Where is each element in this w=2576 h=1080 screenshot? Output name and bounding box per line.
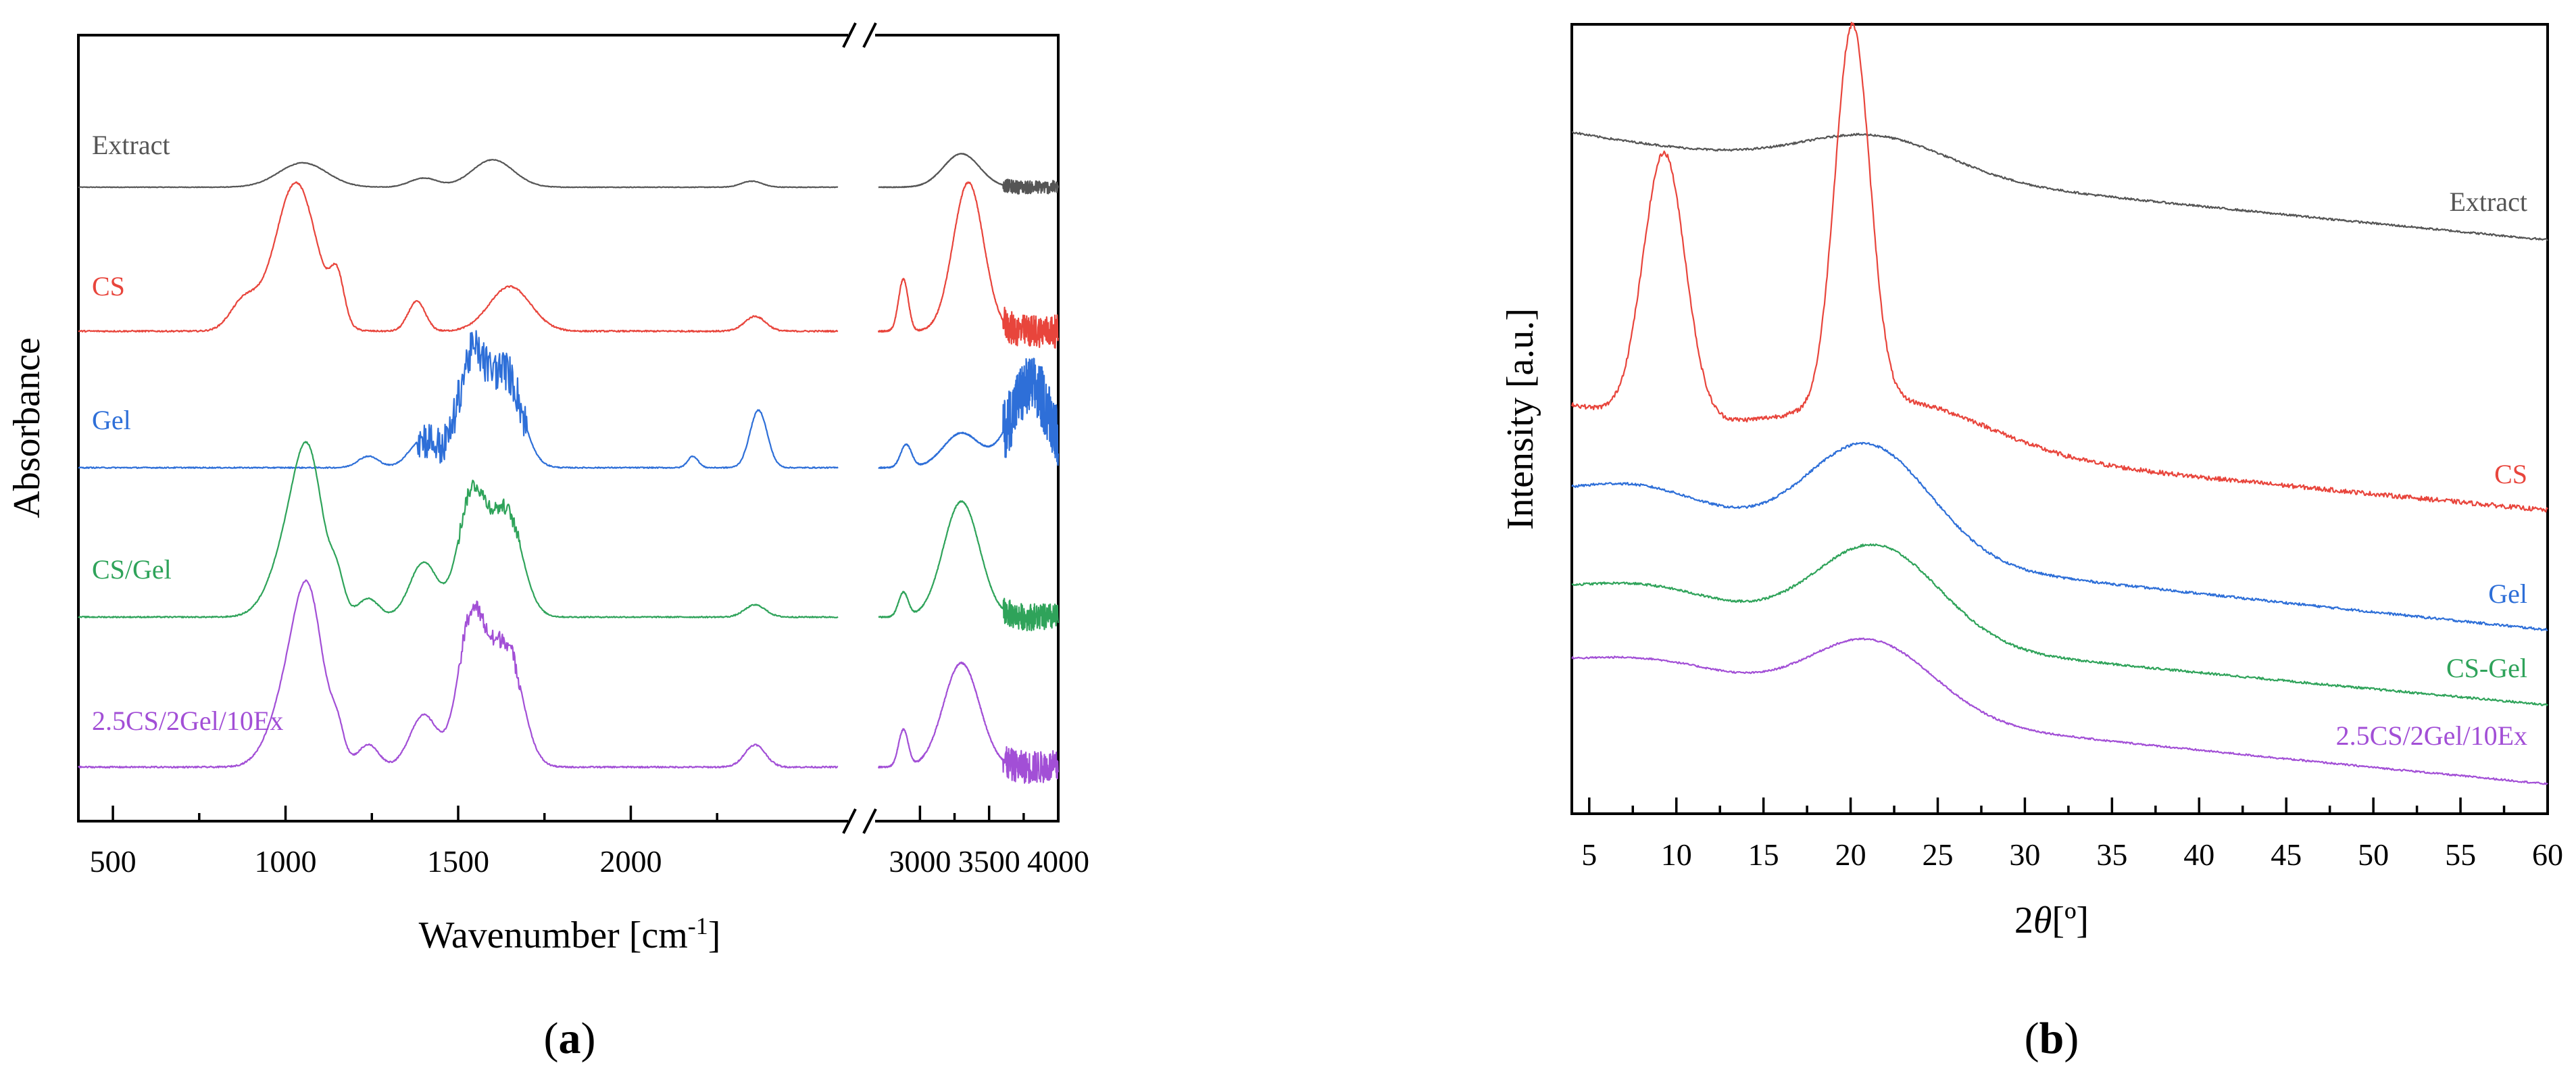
chart-b-series-label-gel: Gel bbox=[2488, 579, 2527, 609]
chart-a-series-extract-high bbox=[878, 153, 1060, 195]
chart-b-x-tick-label: 40 bbox=[2183, 837, 2214, 872]
chart-a-series-label-cs-gel: CS/Gel bbox=[92, 554, 172, 585]
panel-a-caption: (a) bbox=[544, 1014, 596, 1063]
chart-b-series-gel bbox=[1571, 441, 2548, 631]
chart-b-x-tick-labels: 5 10 15 20 25 30 35 40 45 50 55 60 bbox=[1581, 837, 2563, 872]
chart-a-x-tick-label: 4000 bbox=[1027, 844, 1089, 879]
chart-a-series-extract-low bbox=[78, 159, 839, 189]
chart-a-series-label-extract: Extract bbox=[92, 130, 170, 160]
chart-b-x-tick-label: 25 bbox=[1923, 837, 1954, 872]
chart-b-x-tick-label: 30 bbox=[2009, 837, 2040, 872]
chart-a-series-label-cs: CS bbox=[92, 271, 125, 301]
chart-a-x-ticks bbox=[112, 806, 1060, 821]
chart-a-series-2-5cs-2gel-10ex-high bbox=[877, 661, 1060, 784]
chart-b-x-tick-label: 35 bbox=[2096, 837, 2127, 872]
chart-b-series-cs-gel bbox=[1571, 543, 2548, 706]
chart-a-series-label-2-5cs-2gel-10ex: 2.5CS/2Gel/10Ex bbox=[92, 706, 283, 736]
chart-b-x-ticks bbox=[1588, 797, 2549, 814]
chart-b-xrd: 5 10 15 20 25 30 35 40 45 50 55 60 Extract CS Gel CS-G… bbox=[1500, 22, 2563, 1063]
chart-a-series-label-gel: Gel bbox=[92, 405, 131, 435]
chart-a-series-2-5cs-2gel-10ex-low bbox=[78, 579, 839, 769]
chart-a-x-tick-label: 2000 bbox=[599, 844, 662, 879]
chart-a-series-cs-gel-high bbox=[878, 500, 1060, 632]
chart-b-x-tick-label: 10 bbox=[1661, 837, 1692, 872]
chart-a-x-tick-label: 1500 bbox=[427, 844, 489, 879]
chart-b-series-cs bbox=[1570, 22, 2548, 513]
chart-b-x-tick-label: 15 bbox=[1748, 837, 1779, 872]
chart-a-series-cs-high bbox=[877, 181, 1060, 349]
chart-a-x-tick-labels: 500 1000 1500 2000 3000 3500 4000 bbox=[90, 844, 1089, 879]
chart-b-series-label-cs: CS bbox=[2494, 459, 2527, 489]
chart-b-series-2-5cs-2gel-10ex bbox=[1571, 637, 2548, 785]
chart-a-ftir: 500 1000 1500 2000 3000 3500 4000 Extract CS Gel… bbox=[6, 22, 1089, 1063]
chart-a-series-gel-low bbox=[78, 330, 839, 469]
chart-b-x-tick-label: 5 bbox=[1581, 837, 1597, 872]
chart-a-series-gel-high bbox=[878, 358, 1060, 469]
chart-a-axis-break-marks bbox=[842, 22, 877, 834]
chart-a-y-axis-label: Absorbance bbox=[6, 337, 48, 518]
chart-b-x-tick-label: 60 bbox=[2532, 837, 2563, 872]
chart-a-x-tick-label: 1000 bbox=[255, 844, 317, 879]
chart-a-spectra bbox=[78, 153, 1060, 784]
chart-b-series-label-cs-gel: CS-Gel bbox=[2446, 653, 2527, 683]
chart-b-x-tick-label: 20 bbox=[1835, 837, 1866, 872]
chart-b-x-axis-label: 2θ[º] bbox=[2014, 900, 2089, 941]
chart-b-x-tick-label: 55 bbox=[2445, 837, 2476, 872]
chart-b-series-labels: Extract CS Gel CS-Gel 2.5CS/2Gel/10Ex bbox=[2336, 187, 2527, 751]
chart-b-x-tick-label: 45 bbox=[2271, 837, 2302, 872]
chart-a-series-cs-low bbox=[78, 181, 839, 333]
chart-a-series-cs-gel-low bbox=[78, 441, 839, 618]
chart-a-x-tick-label: 3000 bbox=[889, 844, 951, 879]
chart-b-patterns bbox=[1570, 22, 2548, 785]
chart-a-x-tick-label: 500 bbox=[90, 844, 137, 879]
chart-a-series-labels: Extract CS Gel CS/Gel 2.5CS/2Gel/10Ex bbox=[92, 130, 283, 736]
chart-b-series-label-extract: Extract bbox=[2450, 187, 2528, 217]
chart-b-x-tick-label: 50 bbox=[2358, 837, 2389, 872]
chart-b-y-axis-label: Intensity [a.u.] bbox=[1500, 308, 1541, 530]
panel-b-caption: (b) bbox=[2025, 1014, 2079, 1063]
chart-a-x-tick-label: 3500 bbox=[958, 844, 1020, 879]
chart-b-series-extract bbox=[1571, 130, 2548, 241]
chart-b-series-label-2-5cs-2gel-10ex: 2.5CS/2Gel/10Ex bbox=[2336, 720, 2527, 751]
chart-b-frame bbox=[1570, 23, 2549, 815]
chart-a-frame bbox=[77, 34, 1060, 823]
chart-a-x-axis-label: Wavenumber [cm-1] bbox=[419, 912, 721, 956]
